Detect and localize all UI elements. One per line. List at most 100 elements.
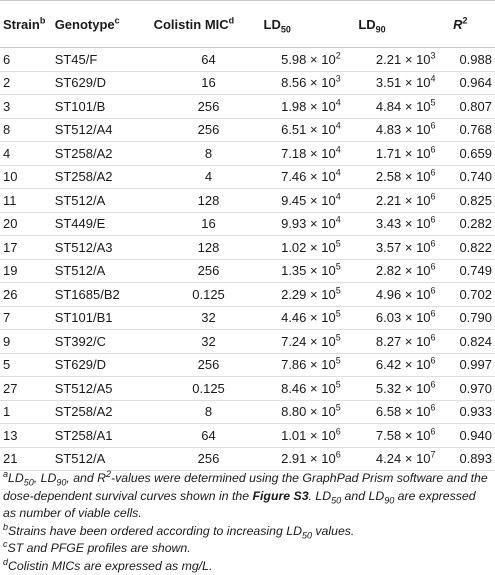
cell-r2: 0.964 [453, 71, 495, 95]
cell-r2: 0.659 [453, 142, 495, 166]
cell-ld90: 6.42 × 106 [358, 353, 453, 377]
cell-genotype: ST449/E [55, 212, 154, 236]
cell-r2: 0.790 [453, 306, 495, 330]
results-table: Strainb Genotypec Colistin MICd LD50 LD9… [0, 0, 495, 471]
cell-ld90: 2.21 × 106 [358, 189, 453, 213]
footnote-b: bStrains have been ordered according to … [3, 523, 491, 541]
cell-ld90: 7.58 × 106 [358, 424, 453, 448]
header-ld90: LD90 [358, 1, 453, 48]
cell-strain: 2 [0, 71, 55, 95]
cell-colistin-mic: 128 [154, 189, 264, 213]
cell-ld50: 2.29 × 105 [264, 283, 359, 307]
cell-ld90: 3.43 × 106 [358, 212, 453, 236]
header-ld50: LD50 [264, 1, 359, 48]
cell-r2: 0.997 [453, 353, 495, 377]
cell-ld50: 7.24 × 105 [264, 330, 359, 354]
cell-genotype: ST101/B1 [55, 306, 154, 330]
cell-strain: 10 [0, 165, 55, 189]
cell-colistin-mic: 256 [154, 118, 264, 142]
cell-r2: 0.824 [453, 330, 495, 354]
cell-ld90: 4.24 × 107 [358, 447, 453, 471]
cell-r2: 0.822 [453, 236, 495, 260]
cell-ld50: 5.98 × 102 [264, 48, 359, 72]
cell-r2: 0.988 [453, 48, 495, 72]
cell-ld50: 1.98 × 104 [264, 95, 359, 119]
cell-ld50: 4.46 × 105 [264, 306, 359, 330]
cell-colistin-mic: 8 [154, 142, 264, 166]
cell-ld90: 1.71 × 106 [358, 142, 453, 166]
cell-ld50: 8.80 × 105 [264, 400, 359, 424]
cell-ld50: 7.18 × 104 [264, 142, 359, 166]
cell-strain: 1 [0, 400, 55, 424]
cell-genotype: ST512/A [55, 189, 154, 213]
cell-ld90: 8.27 × 106 [358, 330, 453, 354]
cell-ld90: 4.96 × 106 [358, 283, 453, 307]
cell-ld90: 6.58 × 106 [358, 400, 453, 424]
header-genotype: Genotypec [55, 1, 154, 48]
cell-ld50: 8.46 × 105 [264, 377, 359, 401]
cell-genotype: ST392/C [55, 330, 154, 354]
cell-r2: 0.702 [453, 283, 495, 307]
cell-ld50: 7.46 × 104 [264, 165, 359, 189]
cell-colistin-mic: 32 [154, 306, 264, 330]
cell-ld50: 1.35 × 105 [264, 259, 359, 283]
cell-strain: 26 [0, 283, 55, 307]
cell-colistin-mic: 8 [154, 400, 264, 424]
cell-genotype: ST629/D [55, 71, 154, 95]
figure-s3-link[interactable]: Figure S3 [253, 489, 309, 503]
cell-r2: 0.970 [453, 377, 495, 401]
cell-strain: 4 [0, 142, 55, 166]
cell-colistin-mic: 32 [154, 330, 264, 354]
cell-r2: 0.893 [453, 447, 495, 471]
cell-colistin-mic: 0.125 [154, 283, 264, 307]
cell-genotype: ST101/B [55, 95, 154, 119]
cell-r2: 0.282 [453, 212, 495, 236]
cell-ld50: 1.01 × 106 [264, 424, 359, 448]
cell-r2: 0.807 [453, 95, 495, 119]
cell-r2: 0.825 [453, 189, 495, 213]
header-colistin-mic: Colistin MICd [154, 1, 264, 48]
cell-ld90: 4.84 × 105 [358, 95, 453, 119]
cell-r2: 0.768 [453, 118, 495, 142]
cell-r2: 0.933 [453, 400, 495, 424]
cell-genotype: ST45/F [55, 48, 154, 72]
cell-genotype: ST1685/B2 [55, 283, 154, 307]
cell-colistin-mic: 4 [154, 165, 264, 189]
cell-genotype: ST512/A3 [55, 236, 154, 260]
cell-ld90: 3.57 × 106 [358, 236, 453, 260]
cell-r2: 0.740 [453, 165, 495, 189]
cell-colistin-mic: 64 [154, 424, 264, 448]
cell-ld90: 5.32 × 106 [358, 377, 453, 401]
cell-strain: 3 [0, 95, 55, 119]
cell-ld50: 9.93 × 104 [264, 212, 359, 236]
header-r2: R2 [453, 1, 495, 48]
cell-genotype: ST512/A5 [55, 377, 154, 401]
cell-colistin-mic: 16 [154, 212, 264, 236]
cell-strain: 27 [0, 377, 55, 401]
cell-ld50: 2.91 × 106 [264, 447, 359, 471]
cell-colistin-mic: 256 [154, 447, 264, 471]
cell-colistin-mic: 256 [154, 353, 264, 377]
cell-genotype: ST258/A1 [55, 424, 154, 448]
cell-colistin-mic: 64 [154, 48, 264, 72]
cell-strain: 19 [0, 259, 55, 283]
cell-strain: 5 [0, 353, 55, 377]
cell-strain: 7 [0, 306, 55, 330]
